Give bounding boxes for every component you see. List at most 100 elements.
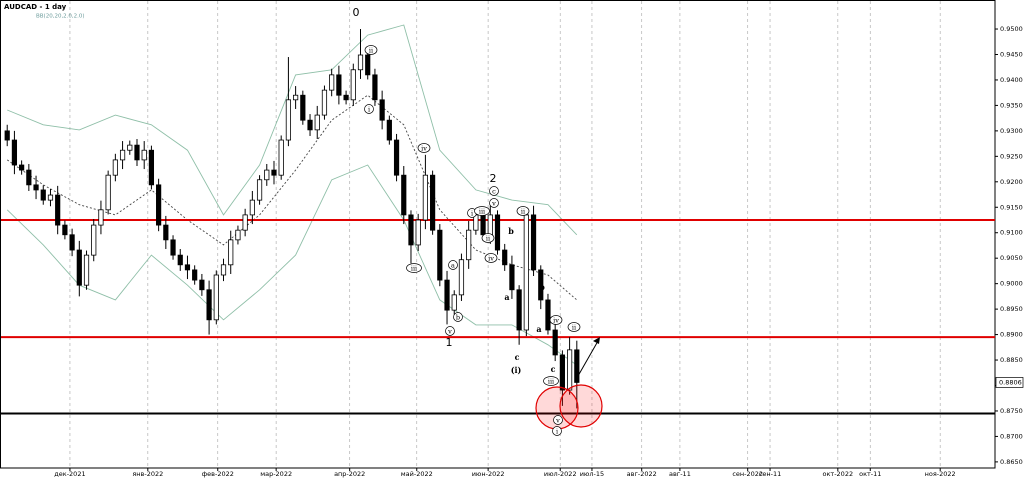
wave-label: c	[551, 364, 556, 374]
wave-label: b	[456, 314, 460, 322]
wave-label: 1	[446, 336, 453, 349]
candle-body	[285, 99, 292, 141]
candle-body	[415, 219, 421, 246]
indicator-label: BB(20,20,2.0,2.0)	[36, 14, 85, 20]
candle-body	[83, 254, 90, 286]
candle-body	[545, 299, 551, 331]
chart-title: AUDCAD - 1 day	[4, 3, 67, 11]
x-tick-label: ноя-2022	[925, 470, 956, 478]
candle-body	[422, 174, 428, 221]
x-tick-label: сен-2022	[732, 470, 763, 478]
candle-body	[336, 74, 342, 96]
y-tick-label: 0.9500	[1000, 25, 1023, 33]
wave-circle	[417, 143, 431, 153]
candle-body	[458, 259, 465, 296]
y-tick-label: 0.8850	[1000, 356, 1023, 364]
candle-body	[559, 354, 565, 391]
y-tick-label: 0.8900	[1000, 331, 1023, 339]
wave-circle	[364, 45, 378, 55]
wave-circle	[516, 206, 530, 216]
y-tick-label: 0.8750	[1000, 407, 1023, 415]
x-tick-label: фев-2022	[202, 470, 234, 478]
candle-body	[163, 224, 169, 241]
wave-circle	[453, 312, 463, 322]
candle-body	[357, 54, 364, 71]
wave-circle	[567, 322, 581, 332]
candle-body	[350, 69, 356, 101]
y-tick-label: 0.9350	[1000, 101, 1023, 109]
x-tick-label: апр-2022	[334, 470, 365, 478]
y-tick-label: 0.9150	[1000, 203, 1023, 211]
x-tick-label: авг-11	[669, 470, 691, 478]
wave-label: i	[368, 106, 370, 114]
candle-body	[314, 114, 320, 131]
wave-label: c	[515, 352, 520, 362]
y-tick-label: 0.8700	[1000, 432, 1023, 440]
candle-body	[451, 294, 457, 311]
candle-body	[134, 144, 140, 161]
wave-label: 0	[353, 6, 360, 19]
candle-body	[11, 139, 18, 166]
x-tick-label: окт-11	[859, 470, 881, 478]
candle-body	[170, 239, 176, 256]
wave-circle	[553, 415, 563, 425]
candle-body	[213, 274, 219, 321]
candle-body	[62, 224, 68, 236]
highlight-circle	[559, 384, 603, 428]
candle-body	[55, 194, 61, 226]
y-tick-label: 0.8950	[1000, 305, 1023, 313]
wave-label: b	[508, 226, 514, 236]
wave-label: v	[491, 200, 496, 208]
candle-body	[386, 119, 392, 141]
wave-label: v	[447, 328, 452, 336]
wave-circle	[445, 326, 455, 336]
wave-label: i	[556, 428, 558, 436]
y-tick-label: 0.8650	[1000, 458, 1023, 466]
candle-body	[437, 229, 443, 281]
candle-body	[256, 179, 263, 201]
y-tick-label: 0.9000	[1000, 280, 1023, 288]
y-tick-label: 0.9250	[1000, 152, 1023, 160]
candle-body	[430, 174, 436, 231]
candle-body	[307, 119, 313, 131]
y-tick-label: 0.9050	[1000, 254, 1023, 262]
candle-body	[91, 224, 97, 256]
wave-circle	[448, 260, 458, 270]
candle-body	[487, 214, 493, 236]
candle-body	[264, 169, 270, 181]
wave-circle	[474, 206, 490, 216]
candle-body	[141, 149, 147, 161]
wave-label: iii	[479, 208, 485, 216]
candle-body	[76, 249, 82, 286]
candle-body	[567, 349, 573, 391]
wave-label: b	[539, 282, 545, 292]
wave-label: (i)	[511, 365, 522, 375]
wave-label: 2	[490, 172, 497, 185]
x-tick-label: июн-2022	[472, 470, 505, 478]
wave-label: iv	[421, 145, 427, 153]
candles	[4, 29, 580, 409]
x-tick-label: мар-2022	[260, 470, 292, 478]
wave-circle	[406, 263, 422, 273]
y-tick-label: 0.9450	[1000, 50, 1023, 58]
y-tick-label: 0.9300	[1000, 127, 1023, 135]
candle-body	[574, 349, 580, 383]
candle-body	[393, 139, 400, 176]
axes: дек-2021 янв-2022 фев-2022 мар-2022 апр-2022…	[54, 25, 1024, 478]
candle-body	[98, 209, 104, 226]
candle-body	[206, 289, 212, 321]
candle-body	[538, 269, 544, 301]
x-tick-label: янв-2022	[132, 470, 163, 478]
wave-label: a	[504, 292, 509, 302]
last-price-label: 0.8806	[999, 378, 1022, 386]
candle-body	[242, 214, 248, 231]
x-tick-label: июл-15	[580, 470, 604, 478]
wave-circle	[481, 233, 495, 243]
candle-body	[372, 74, 378, 101]
x-tick-label: май-2022	[401, 470, 433, 478]
candle-body	[228, 239, 234, 266]
band-lower	[6, 164, 578, 366]
x-tick-label: сен-11	[759, 470, 781, 478]
candle-body	[480, 214, 486, 236]
